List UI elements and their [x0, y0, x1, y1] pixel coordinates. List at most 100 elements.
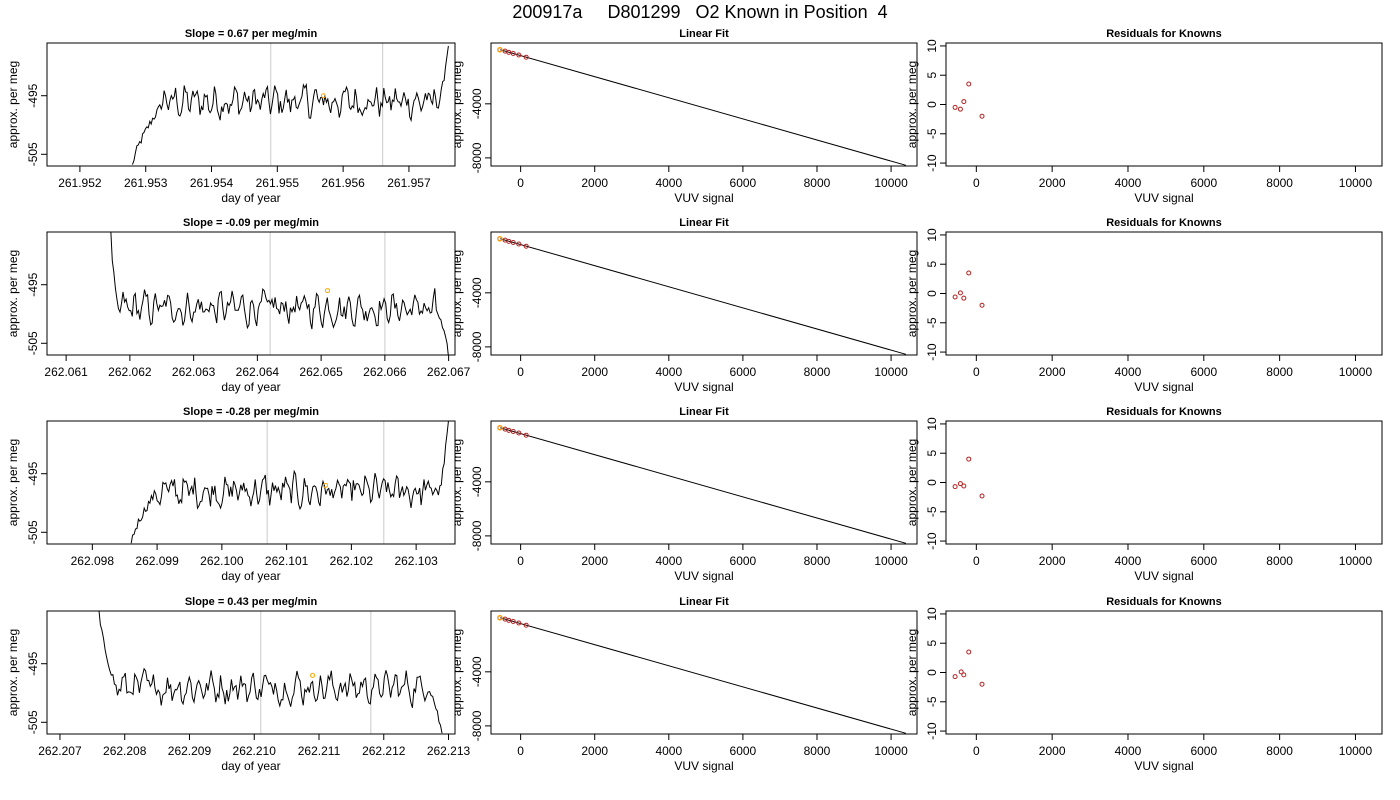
y-tick-label: -10	[925, 343, 939, 361]
y-tick-label: 5	[925, 640, 939, 647]
plot-area	[497, 424, 907, 544]
x-tick-label: 0	[517, 744, 524, 758]
residual-point	[952, 674, 958, 680]
y-tick-label: -4000	[470, 466, 484, 497]
x-axis-label: VUV signal	[1134, 569, 1193, 583]
x-tick-label: 262.063	[172, 365, 216, 379]
y-axis-label: approx. per meg	[450, 439, 464, 526]
x-tick-label: 10000	[874, 554, 908, 568]
y-tick-label: -5	[925, 696, 939, 707]
x-tick-label: 2000	[581, 554, 608, 568]
residual-point	[979, 302, 985, 308]
y-tick-label: -4000	[470, 656, 484, 687]
panel-title: Residuals for Knowns	[1106, 28, 1222, 40]
y-axis-label: approx. per meg	[6, 61, 20, 148]
timeseries-panel-row-3: Slope = -0.28 per meg/min 262.098 262.099 2…	[6, 406, 456, 583]
signal-trace	[130, 421, 449, 544]
y-tick-label: -5	[925, 506, 939, 517]
known-point	[516, 620, 522, 626]
y-tick-label: -505	[26, 710, 40, 734]
highlight-point	[497, 614, 503, 621]
plot-frame	[490, 231, 918, 356]
plot-area	[132, 43, 449, 166]
x-tick-label: 6000	[730, 176, 757, 190]
known-point	[523, 622, 529, 628]
x-tick-label: 262.102	[330, 554, 374, 568]
plot-area	[952, 649, 985, 687]
x-tick-label: 4000	[1115, 554, 1142, 568]
x-tick-label: 10000	[1339, 744, 1373, 758]
x-tick-label: 262.100	[200, 554, 244, 568]
plot-frame	[490, 420, 918, 545]
y-tick-label: 10	[925, 607, 939, 621]
residual-point	[961, 483, 967, 489]
x-tick-label: 10000	[1339, 365, 1373, 379]
x-tick-label: 4000	[1115, 744, 1142, 758]
fit-line	[500, 617, 907, 734]
known-point	[516, 430, 522, 436]
y-axis-label: approx. per meg	[905, 61, 919, 148]
x-tick-label: 6000	[1190, 554, 1217, 568]
y-tick-label: -505	[26, 520, 40, 544]
residual-point	[961, 672, 967, 678]
y-axis-label: approx. per meg	[6, 250, 20, 337]
y-axis-label: approx. per meg	[450, 61, 464, 148]
residual-point	[966, 81, 972, 87]
y-axis-label: approx. per meg	[905, 629, 919, 716]
x-tick-label: 4000	[1115, 176, 1142, 190]
highlight-point	[325, 288, 330, 294]
residual-point	[952, 484, 958, 490]
plot-frame	[945, 231, 1383, 356]
highlight-point	[320, 93, 326, 99]
x-tick-label: 2000	[1039, 365, 1066, 379]
known-point	[506, 617, 512, 623]
x-tick-label: 262.062	[108, 365, 152, 379]
x-tick-label: 262.212	[362, 744, 406, 758]
x-axis-label: VUV signal	[674, 569, 733, 583]
y-tick-label: -4000	[470, 277, 484, 308]
x-tick-label: 262.066	[363, 365, 407, 379]
highlight-point	[497, 235, 503, 242]
x-tick-label: 4000	[655, 176, 682, 190]
plot-area	[952, 81, 985, 119]
x-tick-label: 262.213	[427, 744, 471, 758]
residual-point	[966, 456, 972, 462]
y-tick-label: -5	[925, 128, 939, 139]
x-tick-label: 261.957	[387, 176, 431, 190]
x-tick-label: 0	[517, 554, 524, 568]
x-tick-label: 261.952	[58, 176, 102, 190]
residual-point	[979, 113, 985, 119]
known-point	[510, 619, 516, 625]
highlight-point	[497, 46, 503, 53]
x-tick-label: 10000	[874, 365, 908, 379]
plot-frame	[46, 610, 456, 735]
x-tick-label: 262.209	[168, 744, 212, 758]
x-axis-label: VUV signal	[674, 191, 733, 205]
residual-point	[958, 669, 964, 675]
linear-fit-panel-row-2: Linear Fit 0 2000 4000 6000 8000 10000 VUV sign…	[450, 217, 918, 394]
x-tick-label: 6000	[1190, 176, 1217, 190]
linear-fit-panel-row-4: Linear Fit 0 2000 4000 6000 8000 10000 VUV sign…	[450, 596, 918, 773]
x-tick-label: 2000	[581, 365, 608, 379]
y-axis-label: approx. per meg	[905, 250, 919, 337]
residual-point	[957, 290, 963, 296]
plot-area	[130, 421, 449, 544]
x-tick-label: 262.099	[135, 554, 179, 568]
residual-point	[979, 681, 985, 687]
x-tick-label: 10000	[874, 744, 908, 758]
y-tick-label: -8000	[470, 710, 484, 741]
signal-trace	[110, 232, 449, 355]
x-tick-label: 261.955	[256, 176, 300, 190]
x-tick-label: 0	[973, 176, 980, 190]
plot-frame	[490, 42, 918, 167]
panel-title: Residuals for Knowns	[1106, 406, 1222, 418]
x-tick-label: 0	[517, 365, 524, 379]
x-axis-label: day of year	[221, 569, 280, 583]
x-axis-label: VUV signal	[674, 380, 733, 394]
y-tick-label: 5	[925, 72, 939, 79]
panel-title: Slope = -0.28 per meg/min	[183, 406, 319, 418]
known-point	[506, 427, 512, 433]
x-axis-label: VUV signal	[1134, 380, 1193, 394]
plot-area	[497, 46, 907, 166]
